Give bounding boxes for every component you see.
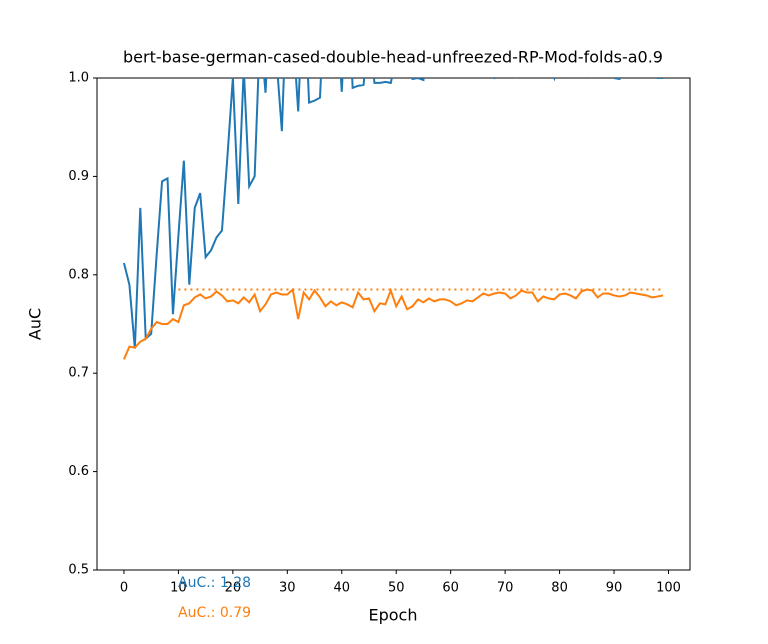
x-tick-label: 60 <box>442 581 459 596</box>
annotation: AuC.: 1.28 <box>178 575 251 591</box>
y-tick-label: 0.8 <box>68 267 89 282</box>
annotation: AuC.: 0.79 <box>178 605 251 621</box>
y-tick-label: 0.6 <box>68 464 89 479</box>
chart-title: bert-base-german-cased-double-head-unfre… <box>123 48 663 67</box>
y-tick-label: 0.9 <box>68 169 89 184</box>
x-tick-label: 40 <box>333 581 350 596</box>
x-axis-label: Epoch <box>369 606 418 625</box>
x-tick-label: 80 <box>551 581 568 596</box>
x-tick-label: 20 <box>225 581 242 596</box>
y-tick-label: 0.5 <box>68 563 89 578</box>
x-tick-label: 50 <box>388 581 405 596</box>
data-line <box>122 78 664 349</box>
data-line <box>123 287 664 360</box>
x-tick-label: 10 <box>170 581 187 596</box>
x-tick-label: 30 <box>279 581 296 596</box>
x-tick-label: 0 <box>120 581 128 596</box>
x-tick-label: 100 <box>656 581 681 596</box>
x-tick-label: 90 <box>606 581 623 596</box>
x-tick-label: 70 <box>497 581 514 596</box>
y-tick-label: 1.0 <box>68 71 89 86</box>
plot-frame <box>96 77 691 571</box>
y-axis-label: AuC <box>26 308 45 340</box>
y-tick-label: 0.7 <box>68 366 89 381</box>
